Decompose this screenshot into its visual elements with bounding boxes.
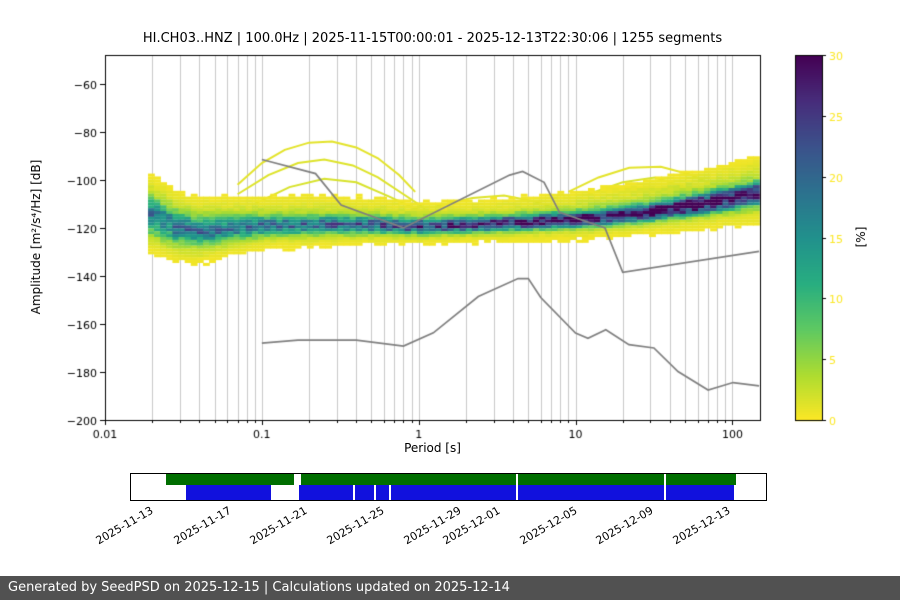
timeline-segment-blue xyxy=(391,485,516,500)
timeline-segment-green xyxy=(301,474,516,485)
timeline-date-label: 2025-11-17 xyxy=(171,504,234,548)
timeline-date-label: 2025-12-09 xyxy=(594,504,656,548)
timeline-date-label: 2025-11-13 xyxy=(93,504,156,548)
y-axis-label: Amplitude [m²/s⁴/Hz] [dB] xyxy=(29,159,43,315)
footer-bar: Generated by SeedPSD on 2025-12-15 | Cal… xyxy=(0,576,900,600)
timeline-segment-green xyxy=(165,474,295,485)
x-axis-label: Period [s] xyxy=(404,441,461,455)
timeline-date-label: 2025-12-13 xyxy=(670,504,733,548)
timeline-segment-green xyxy=(666,474,737,485)
timeline-segment-blue xyxy=(518,485,664,500)
coverage-timeline xyxy=(130,473,767,501)
timeline-date-label: 2025-12-05 xyxy=(517,504,580,548)
plot-title: HI.CH03..HNZ | 100.0Hz | 2025-11-15T00:0… xyxy=(142,31,723,46)
timeline-segment-blue xyxy=(186,485,271,500)
timeline-segment-blue xyxy=(355,485,374,500)
timeline-segment-green xyxy=(518,474,664,485)
ppsd-plot-canvas xyxy=(0,0,900,470)
colorbar-label: [%] xyxy=(854,226,868,248)
timeline-segment-blue xyxy=(299,485,353,500)
timeline-date-label: 2025-11-21 xyxy=(247,504,310,548)
timeline-date-label: 2025-11-25 xyxy=(324,504,387,548)
timeline-segment-blue xyxy=(376,485,389,500)
footer-text: Generated by SeedPSD on 2025-12-15 | Cal… xyxy=(8,580,510,595)
timeline-segment-blue xyxy=(666,485,734,500)
